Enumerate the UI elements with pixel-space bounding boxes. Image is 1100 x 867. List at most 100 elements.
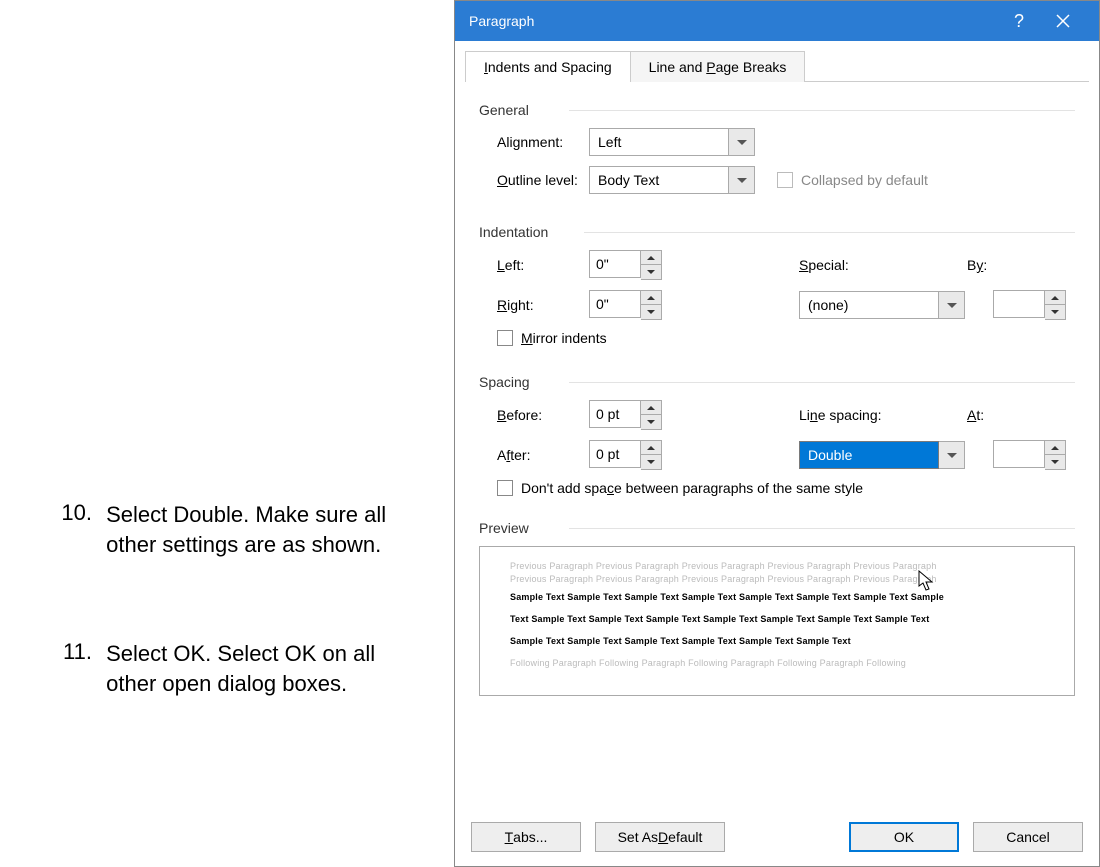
before-spinner[interactable] bbox=[589, 400, 662, 430]
at-input[interactable] bbox=[993, 440, 1045, 468]
dont-add-label: Don't add space between paragraphs of th… bbox=[521, 480, 863, 496]
tab-line-page-breaks[interactable]: Line and Page Breaks bbox=[631, 51, 806, 82]
preview-sample-2: Text Sample Text Sample Text Sample Text… bbox=[510, 614, 1044, 624]
triangle-down-icon bbox=[1051, 310, 1059, 314]
ok-button[interactable]: OK bbox=[849, 822, 959, 852]
line-spacing-label: Line spacing: bbox=[799, 407, 939, 423]
dialog-title: Paragraph bbox=[469, 13, 997, 29]
preview-prev-2: Previous Paragraph Previous Paragraph Pr… bbox=[510, 574, 1044, 584]
tab-strip: Indents and Spacing Line and Page Breaks bbox=[455, 41, 1099, 82]
after-spinner[interactable] bbox=[589, 440, 662, 470]
special-label: Special: bbox=[799, 257, 939, 273]
outline-drop-button[interactable] bbox=[729, 166, 755, 194]
step-11-text: Select OK. Select OK on all other open d… bbox=[106, 639, 406, 698]
alignment-label: Alignment: bbox=[479, 134, 589, 150]
before-label: Before: bbox=[479, 407, 589, 423]
chevron-down-icon bbox=[737, 140, 747, 145]
special-combo[interactable]: (none) bbox=[799, 291, 965, 319]
set-default-button[interactable]: Set As Default bbox=[595, 822, 725, 852]
at-down-button[interactable] bbox=[1045, 455, 1065, 469]
chevron-down-icon bbox=[947, 453, 957, 458]
help-button[interactable]: ? bbox=[997, 1, 1041, 41]
alignment-combo[interactable]: Left bbox=[589, 128, 755, 156]
at-spinner[interactable] bbox=[993, 440, 1066, 470]
preview-follow: Following Paragraph Following Paragraph … bbox=[510, 658, 1044, 668]
chevron-down-icon bbox=[737, 178, 747, 183]
triangle-up-icon bbox=[1051, 446, 1059, 450]
triangle-down-icon bbox=[647, 270, 655, 274]
mirror-cb-box[interactable] bbox=[497, 330, 513, 346]
triangle-down-icon bbox=[1051, 460, 1059, 464]
close-button[interactable] bbox=[1041, 1, 1085, 41]
indent-left-input[interactable] bbox=[589, 250, 641, 278]
section-indentation: Indentation bbox=[479, 224, 1075, 240]
preview-sample-3: Sample Text Sample Text Sample Text Samp… bbox=[510, 636, 1044, 646]
chevron-down-icon bbox=[947, 303, 957, 308]
titlebar[interactable]: Paragraph ? bbox=[455, 1, 1099, 41]
special-value: (none) bbox=[799, 291, 939, 319]
indent-right-label: Right: bbox=[479, 297, 589, 313]
line-spacing-drop-button[interactable] bbox=[939, 441, 965, 469]
cancel-button[interactable]: Cancel bbox=[973, 822, 1083, 852]
indent-right-down-button[interactable] bbox=[641, 305, 661, 319]
triangle-up-icon bbox=[647, 256, 655, 260]
collapsed-label: Collapsed by default bbox=[801, 172, 928, 188]
mirror-checkbox[interactable]: Mirror indents bbox=[497, 330, 607, 346]
dont-add-checkbox[interactable]: Don't add space between paragraphs of th… bbox=[497, 480, 863, 496]
triangle-down-icon bbox=[647, 420, 655, 424]
collapsed-cb-box bbox=[777, 172, 793, 188]
triangle-up-icon bbox=[647, 446, 655, 450]
triangle-up-icon bbox=[647, 406, 655, 410]
by-down-button[interactable] bbox=[1045, 305, 1065, 319]
at-label: At: bbox=[939, 407, 1009, 423]
indent-left-down-button[interactable] bbox=[641, 265, 661, 279]
indent-left-up-button[interactable] bbox=[641, 251, 661, 265]
special-drop-button[interactable] bbox=[939, 291, 965, 319]
indent-left-spinner[interactable] bbox=[589, 250, 662, 280]
triangle-down-icon bbox=[647, 310, 655, 314]
step-10-number: 10. bbox=[45, 500, 100, 526]
section-preview: Preview bbox=[479, 520, 1075, 536]
tabs-button[interactable]: Tabs... bbox=[471, 822, 581, 852]
before-up-button[interactable] bbox=[641, 401, 661, 415]
alignment-drop-button[interactable] bbox=[729, 128, 755, 156]
outline-label: Outline level: bbox=[479, 172, 589, 188]
triangle-up-icon bbox=[647, 296, 655, 300]
section-general: General bbox=[479, 102, 1075, 118]
outline-combo[interactable]: Body Text bbox=[589, 166, 755, 194]
tab-filler bbox=[805, 51, 1089, 82]
section-spacing: Spacing bbox=[479, 374, 1075, 390]
at-up-button[interactable] bbox=[1045, 441, 1065, 455]
instruction-panel: 10. Select Double. Make sure all other s… bbox=[45, 500, 445, 779]
triangle-up-icon bbox=[1051, 296, 1059, 300]
dialog-content: General Alignment: Left Outline level: B… bbox=[455, 82, 1099, 812]
preview-sample-1: Sample Text Sample Text Sample Text Samp… bbox=[510, 592, 1044, 602]
collapsed-checkbox: Collapsed by default bbox=[777, 172, 928, 188]
before-input[interactable] bbox=[589, 400, 641, 428]
indent-right-up-button[interactable] bbox=[641, 291, 661, 305]
by-label-header: By: bbox=[939, 257, 1009, 273]
preview-box: Previous Paragraph Previous Paragraph Pr… bbox=[479, 546, 1075, 696]
by-input[interactable] bbox=[993, 290, 1045, 318]
after-down-button[interactable] bbox=[641, 455, 661, 469]
outline-value: Body Text bbox=[589, 166, 729, 194]
paragraph-dialog: Paragraph ? Indents and Spacing Line and… bbox=[454, 0, 1100, 867]
after-label: After: bbox=[479, 447, 589, 463]
step-10-text: Select Double. Make sure all other setti… bbox=[106, 500, 406, 559]
preview-prev-1: Previous Paragraph Previous Paragraph Pr… bbox=[510, 561, 1044, 571]
indent-right-input[interactable] bbox=[589, 290, 641, 318]
tab-indents-label-rest: ndents and Spacing bbox=[488, 59, 612, 75]
alignment-value: Left bbox=[589, 128, 729, 156]
mirror-label: Mirror indents bbox=[521, 330, 607, 346]
by-up-button[interactable] bbox=[1045, 291, 1065, 305]
tab-indents-spacing[interactable]: Indents and Spacing bbox=[465, 51, 631, 82]
close-icon bbox=[1056, 14, 1070, 28]
after-input[interactable] bbox=[589, 440, 641, 468]
dont-add-cb-box[interactable] bbox=[497, 480, 513, 496]
after-up-button[interactable] bbox=[641, 441, 661, 455]
before-down-button[interactable] bbox=[641, 415, 661, 429]
by-spinner[interactable] bbox=[993, 290, 1066, 320]
line-spacing-combo[interactable]: Double bbox=[799, 441, 965, 469]
indent-right-spinner[interactable] bbox=[589, 290, 662, 320]
line-spacing-value: Double bbox=[799, 441, 939, 469]
